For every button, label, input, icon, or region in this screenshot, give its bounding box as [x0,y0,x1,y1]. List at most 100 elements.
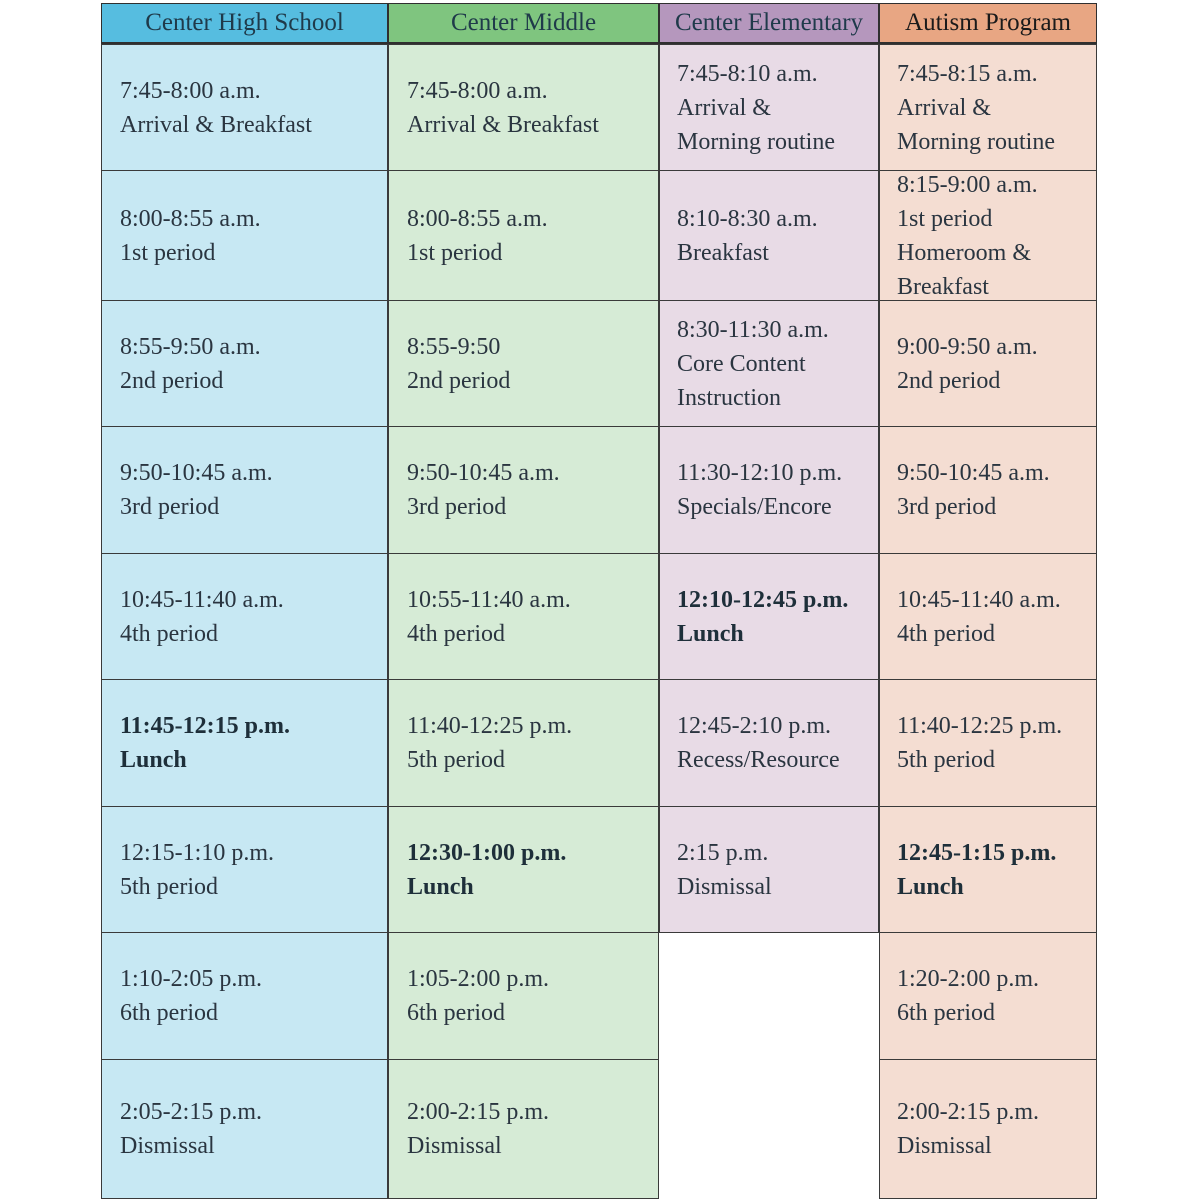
activity-text: Arrival & Breakfast [407,111,599,138]
schedule-cell: 1:10-2:05 p.m. 6th period [101,932,388,1060]
schedule-cell: 8:30-11:30 a.m. Core Content Instruction [659,300,879,427]
schedule-cell: 2:15 p.m. Dismissal [659,806,879,933]
schedule-cell: 11:40-12:25 p.m. 5th period [388,679,659,807]
activity-text: 3rd period [120,494,220,520]
activity-text: 6th period [120,1000,218,1026]
time-text: 9:50-10:45 a.m. [407,460,560,486]
time-text: 7:45-8:00 a.m. [407,77,548,104]
schedule-cell: 1:20-2:00 p.m. 6th period [879,932,1097,1060]
time-text: 10:45-11:40 a.m. [120,586,284,613]
activity-text: Lunch [407,873,474,900]
time-text: 11:45-12:15 p.m. [120,713,290,739]
time-text: 12:10-12:45 p.m. [677,586,849,613]
time-text: 2:05-2:15 p.m. [120,1099,262,1125]
time-text: 9:00-9:50 a.m. [897,333,1038,360]
time-text: 8:55-9:50 a.m. [120,333,261,360]
schedule-cell: 7:45-8:00 a.m. Arrival & Breakfast [388,44,659,171]
time-text: 8:00-8:55 a.m. [407,205,548,232]
schedule-cell-lunch: 12:10-12:45 p.m. Lunch [659,553,879,680]
schedule-cell: 8:10-8:30 a.m. Breakfast [659,170,879,301]
activity-text: 5th period [897,747,995,773]
time-text: 9:50-10:45 a.m. [120,460,273,486]
column-header: Center Middle [388,3,659,44]
activity-text: Breakfast [677,239,769,266]
schedule-cell: 7:45-8:10 a.m. Arrival & Morning routine [659,44,879,171]
activity-text: 4th period [897,620,995,647]
time-text: 12:15-1:10 p.m. [120,839,274,866]
schedule-table: Center High School 7:45-8:00 a.m. Arriva… [101,3,1097,1199]
time-text: 1:10-2:05 p.m. [120,966,262,992]
activity-text: Breakfast [897,273,989,300]
activity-text: Arrival & [897,94,991,121]
schedule-cell: 12:15-1:10 p.m. 5th period [101,806,388,933]
schedule-cell: 8:55-9:50 a.m. 2nd period [101,300,388,427]
schedule-cell: 2:05-2:15 p.m. Dismissal [101,1059,388,1199]
activity-text: 4th period [120,620,218,647]
schedule-cell: 8:55-9:50 2nd period [388,300,659,427]
time-text: 2:00-2:15 p.m. [407,1099,549,1125]
activity-text: Arrival & [677,94,771,121]
time-text: 12:30-1:00 p.m. [407,839,567,866]
schedule-cell: 2:00-2:15 p.m. Dismissal [879,1059,1097,1199]
time-text: 10:45-11:40 a.m. [897,586,1061,613]
activity-text: 2nd period [407,367,511,394]
schedule-cell-lunch: 11:45-12:15 p.m. Lunch [101,679,388,807]
schedule-cell: 12:45-2:10 p.m. Recess/Resource [659,679,879,807]
activity-text: 6th period [897,1000,995,1026]
activity-text: 3rd period [897,494,997,520]
time-text: 7:45-8:10 a.m. [677,60,818,87]
schedule-cell: 8:00-8:55 a.m. 1st period [101,170,388,301]
schedule-cell: 1:05-2:00 p.m. 6th period [388,932,659,1060]
schedule-cell: 10:45-11:40 a.m. 4th period [879,553,1097,680]
activity-text: 5th period [407,747,505,773]
activity-text: 1st period [407,239,503,266]
activity-text: Instruction [677,384,781,411]
time-text: 11:40-12:25 p.m. [897,713,1063,739]
activity-text: Specials/Encore [677,494,832,520]
schedule-cell: 9:50-10:45 a.m. 3rd period [388,426,659,554]
schedule-cell: 7:45-8:00 a.m. Arrival & Breakfast [101,44,388,171]
time-text: 11:40-12:25 p.m. [407,713,573,739]
activity-text: 3rd period [407,494,507,520]
activity-text: Lunch [120,747,187,773]
activity-text: 2nd period [120,367,224,394]
activity-text: 4th period [407,620,505,647]
time-text: 10:55-11:40 a.m. [407,586,571,613]
schedule-cell: 10:55-11:40 a.m. 4th period [388,553,659,680]
time-text: 1:05-2:00 p.m. [407,966,549,992]
activity-text: Arrival & Breakfast [120,111,312,138]
activity-text: Dismissal [407,1133,502,1159]
time-text: 9:50-10:45 a.m. [897,460,1050,486]
schedule-cell-lunch: 12:45-1:15 p.m. Lunch [879,806,1097,933]
schedule-cell: 9:50-10:45 a.m. 3rd period [879,426,1097,554]
time-text: 2:00-2:15 p.m. [897,1099,1039,1125]
activity-text: Recess/Resource [677,747,840,773]
activity-text: 5th period [120,873,218,900]
schedule-cell: 11:40-12:25 p.m. 5th period [879,679,1097,807]
activity-text: Morning routine [897,128,1055,155]
time-text: 8:15-9:00 a.m. [897,171,1038,198]
time-text: 8:55-9:50 [407,333,501,360]
schedule-cell: 2:00-2:15 p.m. Dismissal [388,1059,659,1199]
column-header: Center High School [101,3,388,44]
schedule-cell: 9:00-9:50 a.m. 2nd period [879,300,1097,427]
activity-text: 1st period [120,239,216,266]
activity-text: 2nd period [897,367,1001,394]
time-text: 8:10-8:30 a.m. [677,205,818,232]
time-text: 12:45-2:10 p.m. [677,713,831,739]
time-text: 1:20-2:00 p.m. [897,966,1039,992]
time-text: 2:15 p.m. [677,839,769,866]
activity-text: Core Content [677,350,806,377]
activity-text: Lunch [677,620,744,647]
time-text: 7:45-8:00 a.m. [120,77,261,104]
time-text: 8:30-11:30 a.m. [677,316,829,343]
time-text: 11:30-12:10 p.m. [677,460,843,486]
column-header: Center Elementary [659,3,879,44]
activity-text: Dismissal [897,1133,992,1159]
activity-text: Lunch [897,873,964,900]
schedule-cell: 11:30-12:10 p.m. Specials/Encore [659,426,879,554]
schedule-cell: 9:50-10:45 a.m. 3rd period [101,426,388,554]
activity-text: Homeroom & [897,239,1031,266]
activity-text: Dismissal [120,1133,215,1159]
schedule-cell: 8:00-8:55 a.m. 1st period [388,170,659,301]
